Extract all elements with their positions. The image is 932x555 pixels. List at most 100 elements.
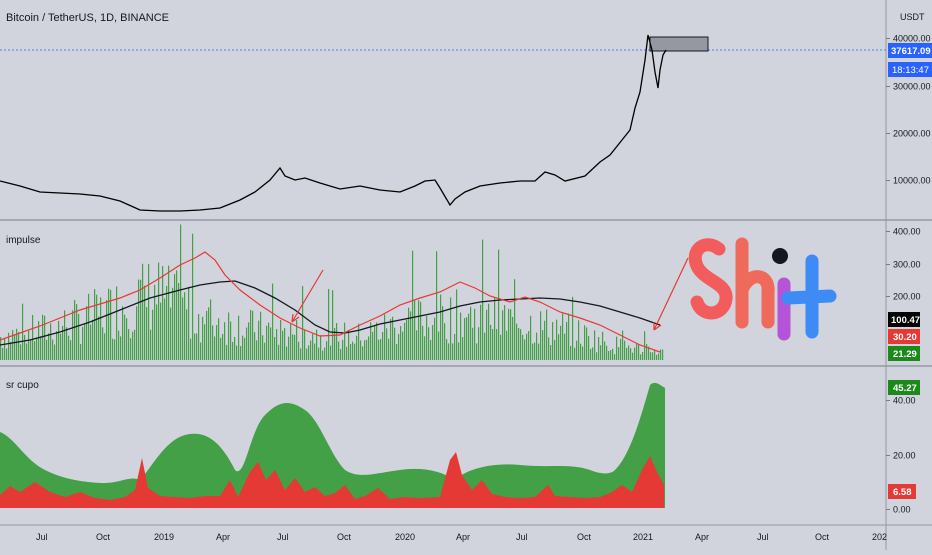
impulse-bar	[414, 299, 416, 360]
impulse-bar	[296, 320, 298, 360]
impulse-bar	[662, 349, 664, 360]
price-tick-label-30000: 30000.00	[893, 82, 931, 92]
impulse-bar	[400, 326, 402, 360]
impulse-bar	[146, 307, 148, 360]
annotation-arrow-2[interactable]	[653, 257, 689, 331]
impulse-bar	[406, 319, 408, 360]
impulse-bar	[624, 340, 626, 360]
sr-tick-label-0: 0.00	[893, 505, 911, 515]
impulse-bar	[488, 303, 490, 360]
sr-badge-red-value: 6.58	[893, 487, 912, 498]
impulse-bar	[290, 323, 292, 360]
impulse-bar	[24, 335, 26, 360]
impulse-bar	[448, 343, 450, 360]
impulse-bar	[128, 329, 130, 360]
impulse-bar	[54, 344, 56, 360]
impulse-bar	[588, 335, 590, 360]
drawing-text-doodle[interactable]	[688, 237, 837, 341]
impulse-bar	[592, 347, 594, 360]
impulse-bar	[302, 286, 304, 360]
impulse-bar	[442, 306, 444, 360]
impulse-bar	[412, 250, 414, 360]
resistance-box[interactable]	[649, 36, 709, 52]
impulse-bar	[466, 317, 468, 360]
impulse-bar	[598, 337, 600, 360]
impulse-bar	[212, 325, 214, 360]
impulse-bar	[0, 337, 2, 360]
impulse-bar	[268, 322, 270, 360]
impulse-bar	[186, 309, 188, 360]
time-axis[interactable]: Jul Oct 2019 Apr Jul Oct 2020 Apr Jul Oc…	[36, 532, 887, 542]
impulse-bar	[216, 325, 218, 360]
impulse-bar	[108, 288, 110, 360]
impulse-bar	[550, 345, 552, 360]
impulse-pane[interactable]: impulse 400.00 300.00 200.00 100.47 30.2…	[0, 224, 921, 362]
impulse-bar	[166, 285, 168, 360]
impulse-bar	[52, 339, 54, 360]
impulse-bar	[434, 317, 436, 360]
impulse-bar	[298, 341, 300, 360]
impulse-bar	[196, 333, 198, 360]
impulse-bar	[596, 352, 598, 360]
impulse-bar	[112, 338, 114, 360]
sr-badge-red	[888, 484, 916, 499]
impulse-bar	[204, 324, 206, 360]
impulse-bar	[594, 330, 596, 360]
impulse-bar	[44, 315, 46, 360]
impulse-bar	[480, 304, 482, 360]
symbol-title[interactable]: Bitcoin / TetherUS, 1D, BINANCE	[6, 12, 169, 24]
impulse-bar	[548, 337, 550, 360]
impulse-bar	[134, 329, 136, 360]
impulse-bar	[636, 343, 638, 360]
impulse-bar	[142, 263, 144, 360]
impulse-bar	[188, 286, 190, 360]
sr-badge-green-value: 45.27	[893, 383, 917, 394]
impulse-bar	[250, 310, 252, 360]
impulse-bar	[218, 318, 220, 360]
impulse-bar	[372, 331, 374, 360]
impulse-bar	[416, 330, 418, 360]
impulse-bar	[138, 279, 140, 360]
impulse-bar	[190, 338, 192, 360]
impulse-bar	[502, 310, 504, 360]
impulse-bar	[110, 289, 112, 360]
impulse-bar	[78, 314, 80, 360]
impulse-bar	[560, 325, 562, 360]
impulse-bar	[504, 305, 506, 360]
impulse-bar	[206, 311, 208, 360]
impulse-title[interactable]: impulse	[6, 235, 41, 246]
impulse-bar	[520, 329, 522, 360]
impulse-bar	[390, 319, 392, 360]
impulse-bar	[122, 306, 124, 360]
sr-cupo-pane[interactable]: sr cupo 40.00 20.00 0.00 45.27 6.58	[0, 380, 920, 515]
impulse-bar	[82, 326, 84, 360]
impulse-tick-label-200: 200.00	[893, 292, 921, 302]
impulse-bar	[90, 324, 92, 360]
impulse-bar	[30, 339, 32, 360]
impulse-bar	[524, 339, 526, 360]
sr-cupo-title[interactable]: sr cupo	[6, 380, 39, 391]
sr-badge-green	[888, 380, 920, 395]
time-label-oct-2018: Oct	[96, 532, 111, 542]
impulse-bar	[450, 297, 452, 360]
impulse-bar	[468, 313, 470, 360]
time-label-apr-2019: Apr	[216, 532, 230, 542]
impulse-bar	[424, 336, 426, 360]
annotation-arrow-1[interactable]	[291, 269, 324, 323]
impulse-bar	[154, 284, 156, 360]
price-pane[interactable]: 40000.00 30000.00 20000.00 10000.00 3761…	[0, 34, 932, 212]
impulse-bar	[638, 344, 640, 360]
impulse-bar	[140, 279, 142, 360]
impulse-bar	[314, 343, 316, 360]
impulse-bar	[260, 311, 262, 360]
impulse-bar	[574, 347, 576, 360]
impulse-bar	[612, 348, 614, 360]
impulse-bar	[300, 348, 302, 360]
impulse-bar	[180, 224, 182, 360]
impulse-bar	[536, 332, 538, 360]
impulse-bar	[352, 341, 354, 360]
impulse-bar	[46, 339, 48, 360]
countdown-badge	[888, 62, 932, 77]
price-tick-label-40000: 40000.00	[893, 34, 931, 44]
